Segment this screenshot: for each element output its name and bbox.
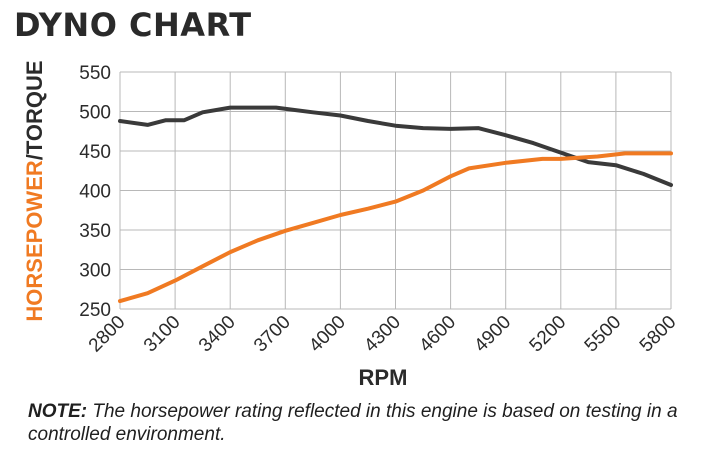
x-tick-label: 5200 [526,312,571,357]
x-axis-ticks: 2800 3100 3400 3700 4000 4300 4600 4900 5200 5500… [85,312,681,357]
note-label: NOTE: [28,401,88,422]
x-tick-label: 3100 [140,312,185,357]
y-axis-label-torque: /TORQUE [22,60,47,160]
horsepower-line [118,151,673,304]
chart-title: DYNO CHART [14,6,252,44]
y-tick-label: 400 [79,182,111,203]
grid [119,71,672,310]
y-tick-label: 350 [79,221,111,242]
series-lines [118,105,673,304]
x-tick-label: 4600 [415,312,460,357]
y-tick-label: 500 [79,103,111,124]
x-tick-label: 4900 [470,312,515,357]
note-text: The horsepower rating reflected in this … [28,401,678,445]
x-tick-label: 5800 [636,312,681,357]
y-axis-ticks: 550 500 450 400 350 300 250 [79,63,111,321]
x-tick-label: 4000 [305,312,350,357]
x-axis-label: RPM [359,365,408,390]
y-tick-label: 450 [79,142,111,163]
x-tick-label: 4300 [360,312,405,357]
x-tick-label: 3700 [250,312,295,357]
y-tick-label: 300 [79,261,111,282]
y-tick-label: 550 [79,63,111,84]
y-axis-label-horsepower: HORSEPOWER [22,160,47,321]
y-tick-label: 250 [79,300,111,321]
y-axis-label: HORSEPOWER/TORQUE [22,60,47,321]
footnote: NOTE: The horsepower rating reflected in… [28,400,688,446]
x-tick-label: 3400 [195,312,240,357]
x-tick-label: 5500 [581,312,626,357]
